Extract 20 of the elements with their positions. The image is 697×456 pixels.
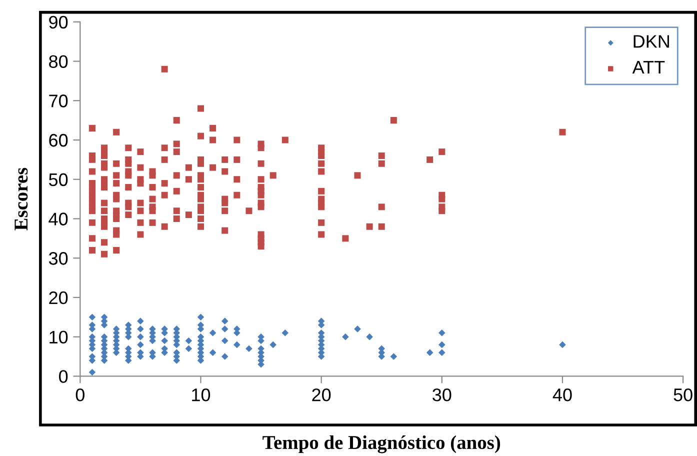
x-tick-label: 10 [192, 388, 210, 402]
y-tick-label: 30 [48, 252, 68, 265]
y-axis-title: Escores [14, 168, 28, 230]
y-tick-label: 60 [49, 134, 68, 147]
x-axis-title: Tempo de Diagnóstico (anos) [262, 435, 500, 454]
y-tick-label: 10 [50, 330, 68, 344]
x-tick-label: 0 [76, 388, 84, 402]
legend-label: ATT [632, 61, 665, 74]
x-tick-label: 20 [312, 388, 331, 402]
y-tick-label: 20 [49, 291, 68, 304]
y-tick-label: 50 [48, 173, 68, 186]
y-tick-label: 90 [49, 16, 68, 29]
legend-label: DKN [634, 35, 669, 48]
x-tick-label: 30 [432, 388, 452, 402]
y-tick-label: 70 [49, 94, 68, 108]
x-tick-label: 50 [674, 388, 692, 402]
y-tick-label: 40 [48, 212, 68, 226]
y-tick-label: 0 [59, 370, 68, 383]
x-tick-label: 40 [552, 388, 572, 402]
y-tick-label: 80 [49, 55, 68, 68]
